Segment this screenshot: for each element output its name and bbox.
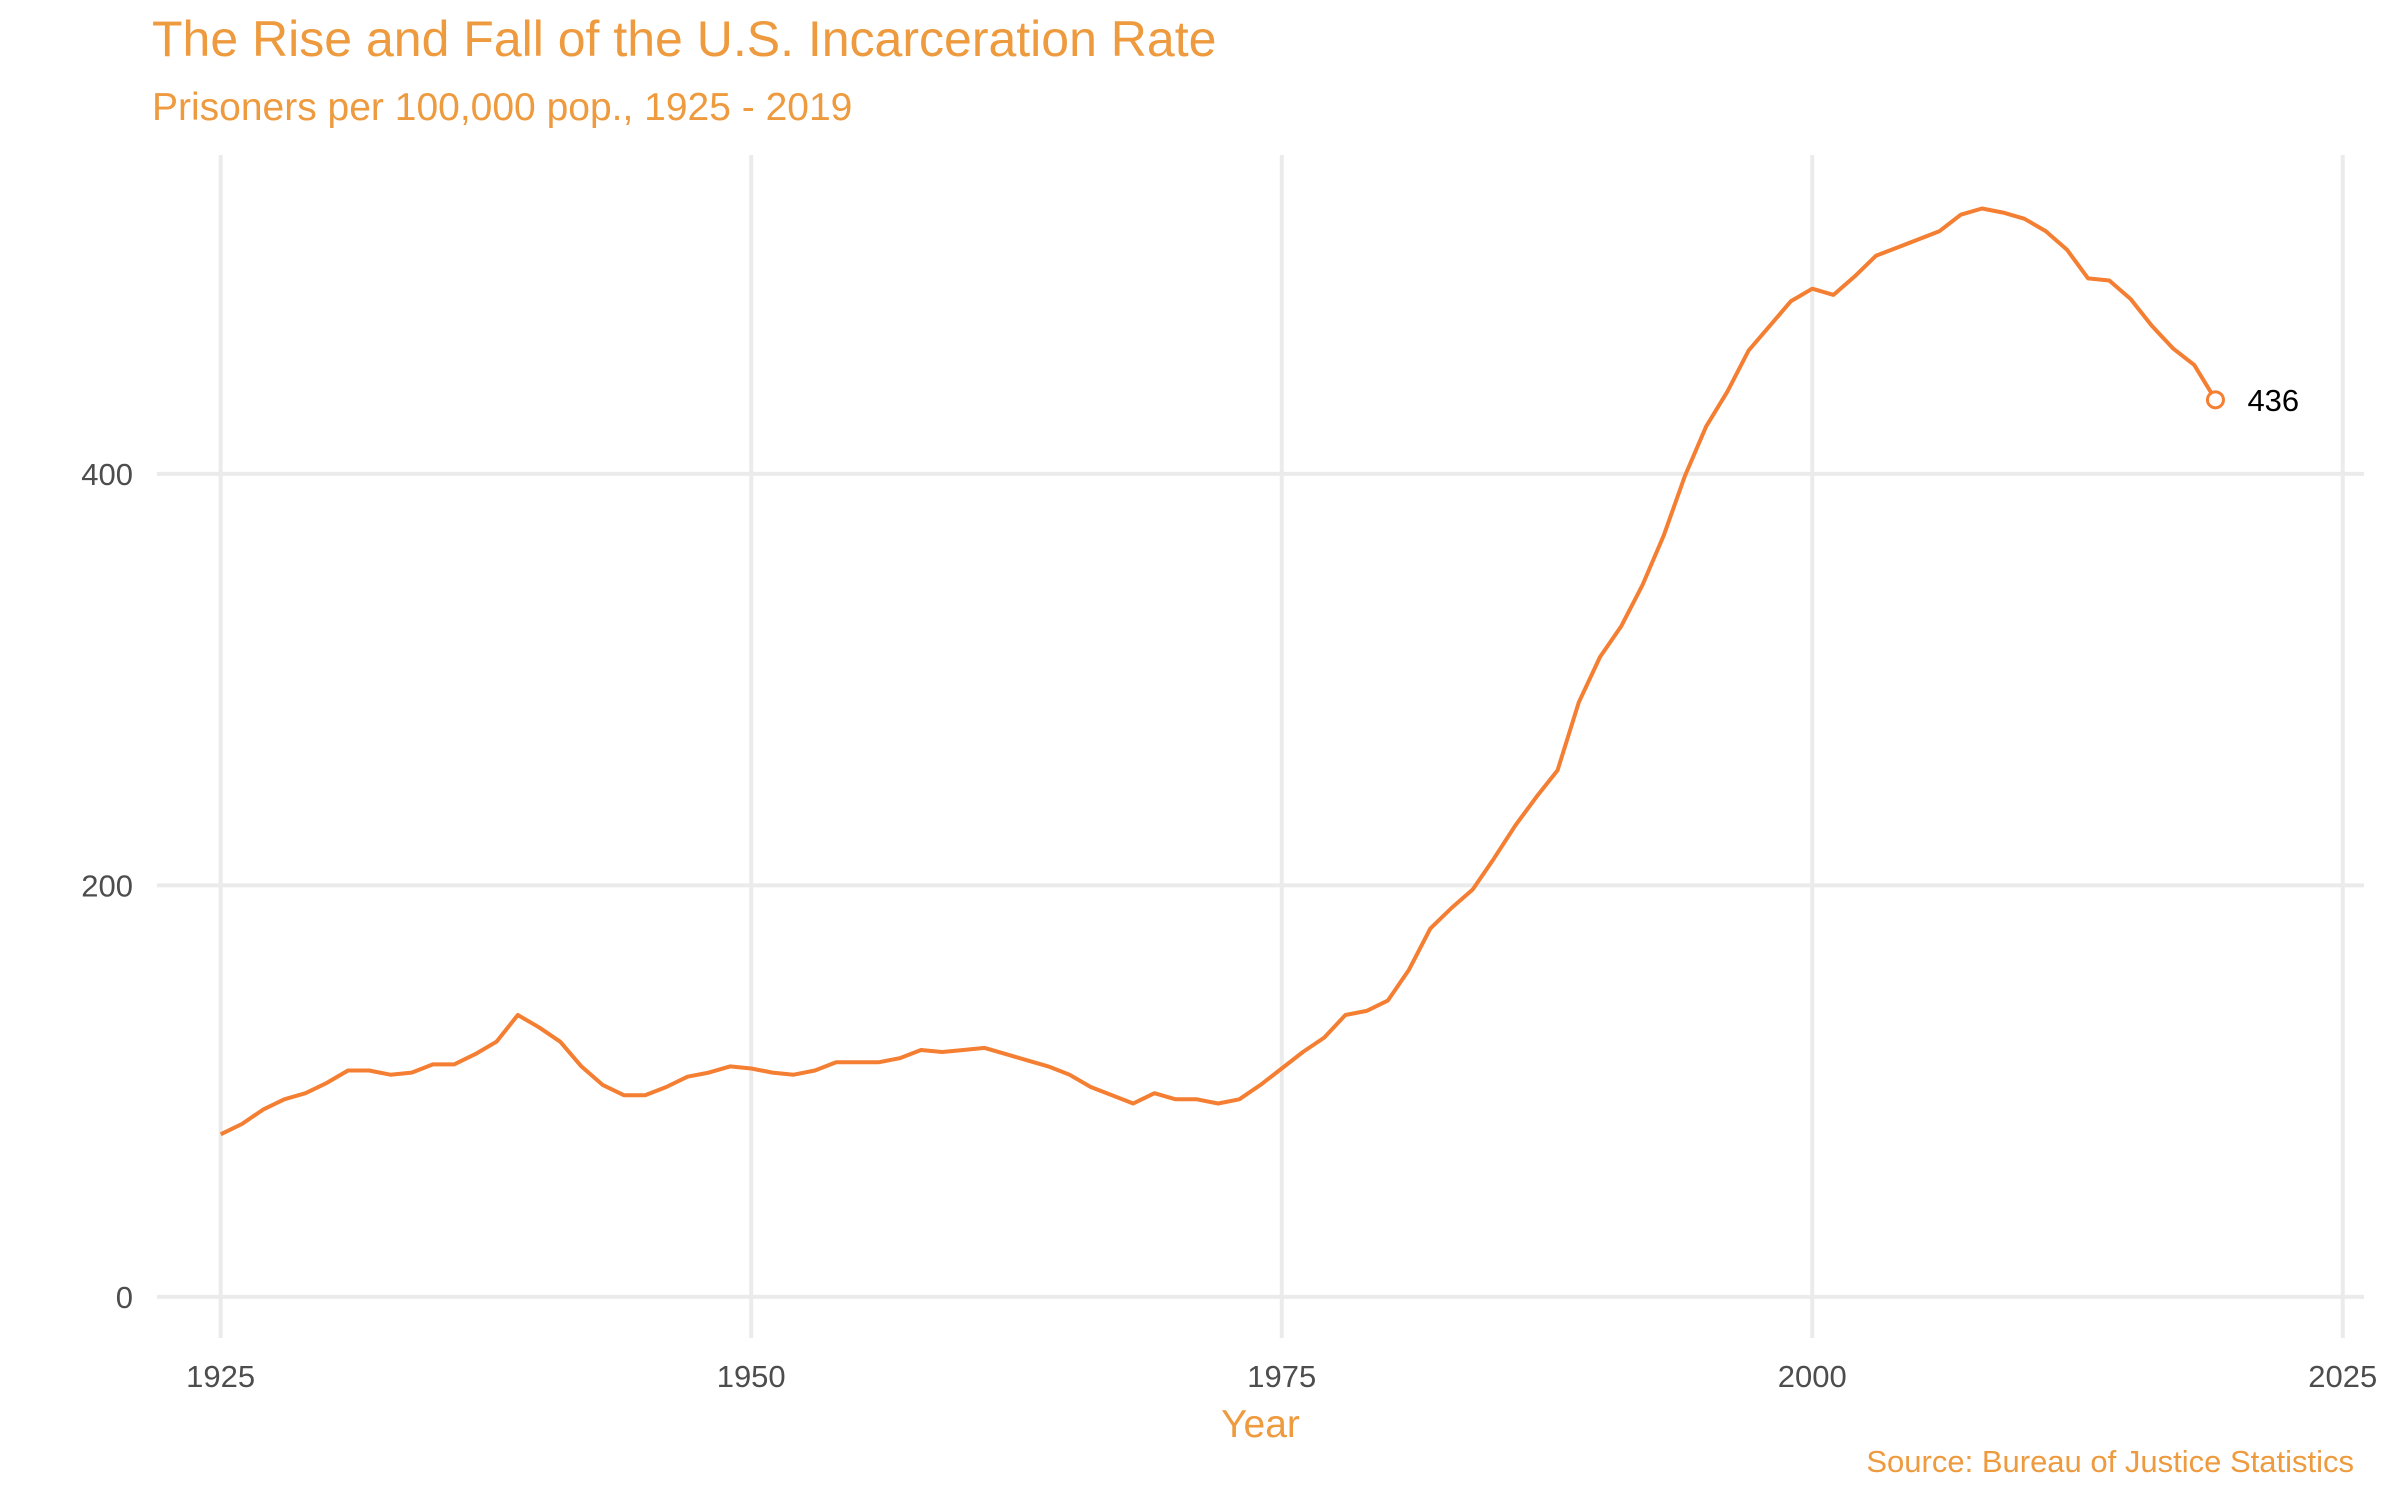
x-axis-label: Year — [1221, 1403, 1300, 1446]
x-tick-label: 2025 — [2308, 1359, 2377, 1394]
endpoint-value-label: 436 — [2247, 383, 2299, 418]
x-tick-label: 1975 — [1247, 1359, 1316, 1394]
y-tick-label: 0 — [116, 1280, 133, 1315]
x-tick-label: 1950 — [717, 1359, 786, 1394]
chart-subtitle: Prisoners per 100,000 pop., 1925 - 2019 — [152, 86, 853, 129]
incarceration-rate-line — [219, 206, 2218, 1137]
endpoint-marker — [2205, 390, 2225, 410]
chart-title: The Rise and Fall of the U.S. Incarcerat… — [152, 11, 1217, 67]
y-tick-label: 400 — [81, 457, 133, 492]
x-tick-label: 2000 — [1778, 1359, 1847, 1394]
y-tick-label: 200 — [81, 868, 133, 903]
chart-caption: Source: Bureau of Justice Statistics — [1866, 1444, 2354, 1479]
x-tick-label: 1925 — [186, 1359, 255, 1394]
